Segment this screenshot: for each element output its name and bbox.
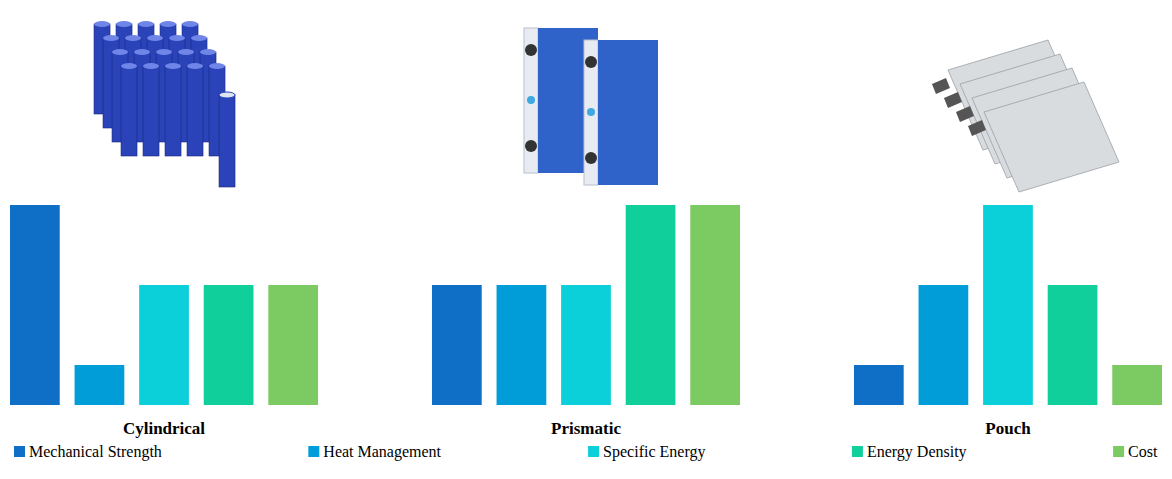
cell-top — [103, 35, 119, 41]
cell-body — [121, 66, 137, 156]
pouch-sheet — [984, 82, 1119, 192]
cell-face — [598, 40, 658, 185]
terminal — [527, 96, 535, 104]
legend-label: Heat Management — [323, 443, 441, 461]
cell-top — [121, 63, 137, 69]
cell-body — [219, 95, 235, 187]
terminal — [525, 44, 537, 56]
prismatic-cells-icon — [524, 28, 658, 185]
bar — [139, 285, 189, 405]
legend-label: Cost — [1128, 443, 1158, 460]
legend-item: Cost — [1113, 443, 1158, 460]
legend-item: Specific Energy — [588, 443, 705, 461]
cell-top — [147, 35, 163, 41]
cell-top — [94, 21, 110, 27]
cell-top — [191, 35, 207, 41]
cell-top — [160, 21, 176, 27]
icons — [94, 21, 1119, 192]
pouch-cells-icon — [932, 40, 1119, 192]
cell-top — [219, 92, 235, 98]
legend-item: Energy Density — [852, 443, 967, 461]
category-label: Cylindrical — [123, 419, 205, 438]
bar — [690, 205, 740, 405]
bar — [10, 205, 60, 405]
category-label: Prismatic — [551, 419, 621, 438]
cell-top — [209, 63, 225, 69]
tab — [944, 92, 962, 108]
cell-top — [138, 21, 154, 27]
cylindrical-cells-icon — [94, 21, 235, 187]
cell-top — [112, 49, 128, 55]
bar — [268, 285, 318, 405]
bar — [1048, 285, 1098, 405]
cell-top — [165, 63, 181, 69]
bar — [432, 285, 482, 405]
tab — [968, 120, 986, 136]
cell-top — [134, 49, 150, 55]
bar — [626, 205, 676, 405]
legend: Mechanical Strength Heat Management Specif… — [14, 443, 1158, 461]
bar — [204, 285, 254, 405]
legend-label: Specific Energy — [603, 443, 705, 461]
legend-swatch — [308, 446, 319, 457]
bar — [75, 365, 125, 405]
cell-body — [143, 66, 159, 156]
bar — [919, 285, 969, 405]
category-labels: Cylindrical Prismatic Pouch — [123, 419, 1031, 438]
bar — [561, 285, 611, 405]
cell-top — [182, 21, 198, 27]
bars — [10, 205, 1162, 405]
legend-item: Heat Management — [308, 443, 441, 461]
cell-side — [524, 28, 538, 173]
bar — [1112, 365, 1162, 405]
cell-top — [125, 35, 141, 41]
cell-top — [143, 63, 159, 69]
legend-item: Mechanical Strength — [14, 443, 162, 461]
legend-swatch — [588, 446, 599, 457]
legend-label: Energy Density — [867, 443, 967, 461]
cell-side — [584, 40, 598, 185]
cell-top — [116, 21, 132, 27]
terminal — [525, 140, 537, 152]
bar — [983, 205, 1033, 405]
cell-top — [187, 63, 203, 69]
legend-swatch — [14, 446, 25, 457]
cell-top — [200, 49, 216, 55]
category-label: Pouch — [985, 419, 1031, 438]
cell-top — [169, 35, 185, 41]
terminal — [585, 56, 597, 68]
legend-swatch — [1113, 446, 1124, 457]
legend-label: Mechanical Strength — [29, 443, 162, 461]
tab — [956, 106, 974, 122]
cell-body — [187, 66, 203, 156]
cell-top — [156, 49, 172, 55]
terminal — [587, 108, 595, 116]
terminal — [585, 152, 597, 164]
bar — [497, 285, 547, 405]
bar — [854, 365, 904, 405]
legend-swatch — [852, 446, 863, 457]
cell-top — [178, 49, 194, 55]
cell-body — [165, 66, 181, 156]
chart: Cylindrical Prismatic Pouch Mechanical Stre… — [0, 0, 1172, 479]
tab — [932, 78, 950, 94]
